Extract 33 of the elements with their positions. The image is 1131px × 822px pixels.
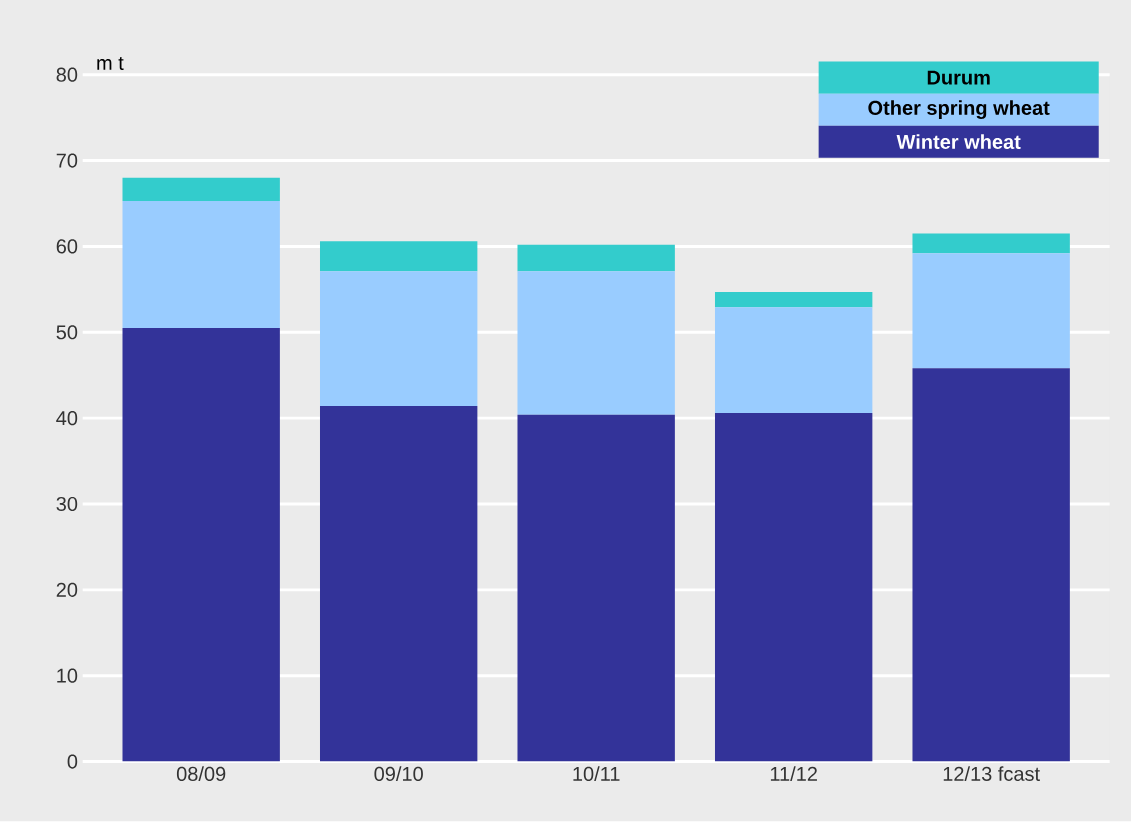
bar — [912, 368, 1070, 762]
text: Other spring wheat — [868, 100, 1050, 120]
bar — [517, 414, 675, 762]
bar — [912, 233, 1070, 254]
x-tick-label: 10/11 — [573, 766, 620, 782]
y-tick-label: 40 — [56, 411, 78, 426]
bar — [714, 292, 873, 308]
y-tick-label: 70 — [56, 153, 78, 168]
y-tick-label: 60 — [56, 239, 78, 254]
bar — [319, 271, 478, 407]
y-tick-label: 30 — [56, 497, 78, 512]
x-tick-label: 09/10 — [374, 766, 423, 782]
x-tick-label: 11/12 — [770, 766, 817, 782]
bar — [517, 244, 675, 272]
bar — [122, 328, 280, 762]
text: Durum — [927, 70, 990, 85]
y-tick-label: 0 — [67, 754, 78, 769]
bar — [714, 307, 873, 414]
y-tick-label: 50 — [56, 325, 78, 340]
x-tick-label: 08/09 — [176, 766, 226, 782]
y-axis-title: m t — [97, 57, 124, 71]
y-tick-label: 80 — [56, 67, 78, 82]
x-tick-label: 12/13 fcast — [943, 766, 1040, 782]
y-tick-label: 20 — [56, 582, 78, 598]
bar — [517, 271, 675, 415]
text: Winter wheat — [896, 134, 1021, 150]
bar — [122, 201, 280, 329]
bar — [319, 406, 478, 762]
bar — [122, 177, 280, 202]
bar — [912, 253, 1070, 369]
y-tick-label: 10 — [57, 668, 78, 683]
bar — [714, 413, 873, 762]
bar — [319, 241, 478, 272]
